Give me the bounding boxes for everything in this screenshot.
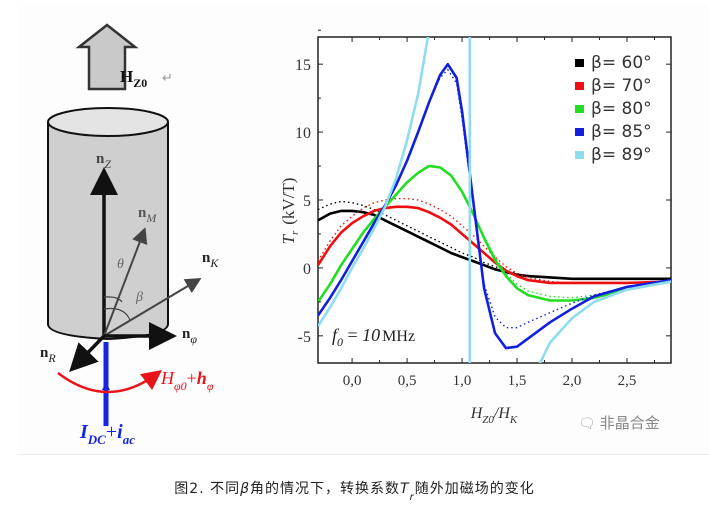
theta-label: θ — [117, 257, 124, 272]
cylinder-top — [47, 107, 169, 137]
x-axis-label: HZ0/HK — [470, 405, 518, 426]
legend-swatch-0 — [575, 59, 584, 67]
figure-panel: HZ0 ↵ nZ nM nK nφ nR θ β Hφ0+hφ IDC+iac — [18, 6, 709, 455]
current-label: IDC+iac — [79, 421, 135, 447]
x-tick-label: 1,0 — [453, 373, 472, 389]
y-tick-label: 5 — [303, 193, 311, 210]
x-tick-label: 2,5 — [618, 373, 637, 389]
x-tick-label: 1,5 — [508, 373, 527, 389]
series-layer — [318, 37, 671, 363]
y-tick-label: 15 — [295, 57, 311, 74]
legend-label-2: β= 80° — [591, 99, 652, 119]
nk-arrow-icon — [103, 277, 202, 337]
nr-arrow-icon — [69, 334, 106, 373]
legend-swatch-1 — [575, 82, 584, 90]
nz-label: nZ — [96, 151, 111, 171]
legend-label-1: β= 70° — [591, 76, 652, 96]
wechat-icon: 🗨 — [578, 416, 596, 432]
nr-label: nR — [40, 345, 56, 365]
watermark-text: 非晶合金 — [599, 414, 660, 432]
series-line-0 — [318, 209, 671, 281]
legend-swatch-2 — [575, 105, 584, 113]
watermark: 🗨 非晶合金 — [578, 412, 660, 433]
caption-beta: β — [240, 481, 251, 497]
series-line-2 — [318, 164, 671, 303]
caption-prefix: 图2. 不同 — [174, 481, 241, 497]
legend: β= 60° β= 70° β= 80° β= 85° β= 89° — [575, 53, 652, 165]
tr-chart: 0,0 0,5 1,0 1,5 2,0 2,5 -5 0 5 10 15 Tr(kV/T) HZ0/… — [279, 29, 672, 426]
tick-layer: 0,0 0,5 1,0 1,5 2,0 2,5 -5 0 5 10 15 — [295, 29, 671, 389]
legend-label-4: β= 89° — [591, 145, 652, 165]
plot-frame — [317, 36, 672, 364]
legend-swatch-3 — [575, 128, 584, 136]
y-axis-label: Tr(kV/T) — [279, 178, 301, 245]
nphi-label: nφ — [182, 326, 197, 346]
nm-arrow-icon — [103, 227, 148, 337]
circular-field-arrow-icon — [57, 369, 162, 394]
x-tick-label: 0,0 — [343, 373, 362, 389]
current-arrow-icon — [102, 382, 110, 390]
beta-arc — [103, 307, 131, 321]
legend-label-0: β= 60° — [591, 53, 652, 73]
frequency-annotation: f0 = 10 MHz — [332, 325, 415, 349]
nk-label: nK — [202, 250, 219, 270]
series-line-1 — [318, 205, 671, 285]
series-line-3 — [318, 62, 671, 350]
nm-label: nM — [138, 205, 157, 225]
x-tick-label: 2,0 — [563, 373, 582, 389]
caption-middle: 角的情况下，转换系数 — [250, 481, 401, 497]
figure-caption: 图2. 不同β角的情况下，转换系数Tr随外加磁场的变化 — [0, 478, 709, 503]
legend-swatch-4 — [575, 151, 584, 159]
series-dotted-2 — [318, 165, 671, 303]
x-tick-label: 0,5 — [398, 373, 417, 389]
return-mark: ↵ — [162, 71, 173, 86]
y-tick-label: -5 — [298, 329, 311, 346]
beta-label: β — [135, 290, 143, 305]
legend-label-3: β= 85° — [591, 122, 652, 142]
caption-tr: Tr — [400, 481, 415, 503]
series-line-4 — [318, 37, 671, 363]
hz0-label: HZ0 — [120, 67, 147, 90]
cylinder-schematic: HZ0 ↵ nZ nM nK nφ nR θ β Hφ0+hφ IDC+iac — [40, 23, 219, 447]
theta-arc — [103, 296, 123, 303]
h-phi-label: Hφ0+hφ — [160, 368, 214, 393]
field-arrow-icon — [75, 23, 139, 91]
y-tick-label: 10 — [295, 125, 311, 142]
y-tick-label: 0 — [303, 261, 311, 278]
caption-suffix: 随外加磁场的变化 — [414, 481, 535, 497]
